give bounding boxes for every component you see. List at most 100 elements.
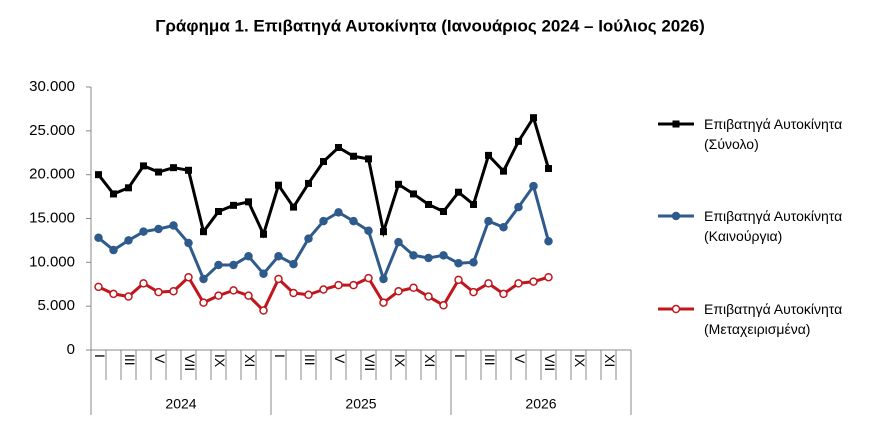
marker <box>304 290 313 300</box>
marker <box>409 283 418 293</box>
marker <box>185 166 192 174</box>
marker <box>259 306 268 315</box>
x-tick-label: VII <box>182 354 198 371</box>
marker <box>214 291 223 300</box>
marker <box>530 114 537 122</box>
marker <box>439 251 448 260</box>
y-tick-label: 5.000 <box>37 297 75 314</box>
marker <box>244 251 253 261</box>
marker <box>514 279 523 288</box>
x-tick-label: XI <box>242 354 258 367</box>
marker <box>244 291 253 300</box>
marker <box>671 211 681 221</box>
marker <box>110 190 117 198</box>
legend-swatch <box>658 120 694 128</box>
marker <box>364 226 373 236</box>
marker <box>259 269 268 278</box>
y-tick-label: 25.000 <box>29 122 75 139</box>
legend-label: Επιβατηγά Αυτοκίνητα (Καινούργια) <box>704 208 843 244</box>
legend-label: Επιβατηγά Αυτοκίνητα (Μεταχειρισμένα) <box>704 301 843 337</box>
marker <box>184 272 193 282</box>
chart-title: Γράφημα 1. Επιβατηγά Αυτοκίνητα (Ιανουάρ… <box>155 16 705 35</box>
marker <box>394 237 403 247</box>
marker <box>484 279 493 288</box>
marker <box>454 275 463 285</box>
marker <box>439 301 448 310</box>
marker <box>260 230 267 238</box>
x-tick-label: III <box>482 354 498 366</box>
x-tick-label: V <box>152 354 168 364</box>
marker <box>350 152 357 160</box>
y-tick-label: 15.000 <box>29 209 75 226</box>
x-tick-label: I <box>272 354 288 358</box>
x-tick-label: I <box>92 354 108 358</box>
x-tick-label: III <box>122 354 138 366</box>
marker <box>229 286 238 295</box>
marker <box>671 304 681 314</box>
marker <box>334 208 343 217</box>
x-tick-label: VII <box>362 354 378 371</box>
marker <box>334 280 343 290</box>
marker <box>94 233 103 243</box>
marker <box>320 158 327 166</box>
marker <box>529 181 538 191</box>
marker <box>305 179 312 187</box>
marker <box>440 207 447 215</box>
marker <box>379 274 388 284</box>
group-label: 2026 <box>525 396 556 412</box>
marker <box>154 287 163 297</box>
marker <box>544 237 553 246</box>
marker <box>424 253 433 263</box>
marker <box>515 137 522 145</box>
x-tick-label: XI <box>602 354 618 367</box>
legend-item: Επιβατηγά Αυτοκίνητα (Καινούργια) <box>656 206 866 246</box>
legend-swatch <box>658 211 694 221</box>
legend-swatch <box>658 304 694 314</box>
group-label: 2025 <box>345 396 376 412</box>
legend-item: Επιβατηγά Αυτοκίνητα (Σύνολο) <box>656 114 866 154</box>
marker <box>335 143 342 151</box>
x-tick-label: I <box>452 354 468 358</box>
legend-label: Επιβατηγά Αυτοκίνητα (Σύνολο) <box>704 116 843 152</box>
marker <box>214 260 223 270</box>
marker <box>349 280 358 290</box>
marker <box>170 164 177 172</box>
series-line <box>97 274 549 314</box>
marker <box>140 162 147 170</box>
marker <box>380 228 387 236</box>
marker <box>169 221 178 230</box>
marker <box>199 298 208 307</box>
marker <box>470 200 477 208</box>
y-tick-label: 20.000 <box>29 166 75 183</box>
marker <box>95 171 102 179</box>
marker <box>379 298 388 307</box>
marker <box>124 236 133 245</box>
marker <box>199 274 208 284</box>
marker <box>394 287 403 296</box>
marker <box>184 238 193 248</box>
marker <box>410 190 417 198</box>
x-tick-label: III <box>302 354 318 366</box>
marker <box>529 277 538 286</box>
marker <box>304 234 313 243</box>
marker <box>290 203 297 211</box>
marker <box>109 245 118 255</box>
marker <box>395 180 402 188</box>
marker <box>215 207 222 215</box>
marker <box>364 273 373 283</box>
marker <box>229 260 238 270</box>
marker <box>499 289 508 299</box>
marker <box>154 224 163 234</box>
marker <box>245 198 252 206</box>
marker <box>469 258 478 267</box>
marker <box>454 258 463 268</box>
marker <box>499 223 508 232</box>
marker <box>275 181 282 189</box>
marker <box>544 272 553 282</box>
marker <box>319 216 328 226</box>
marker <box>139 227 148 236</box>
marker <box>514 202 523 212</box>
x-tick-label: IX <box>572 354 588 368</box>
